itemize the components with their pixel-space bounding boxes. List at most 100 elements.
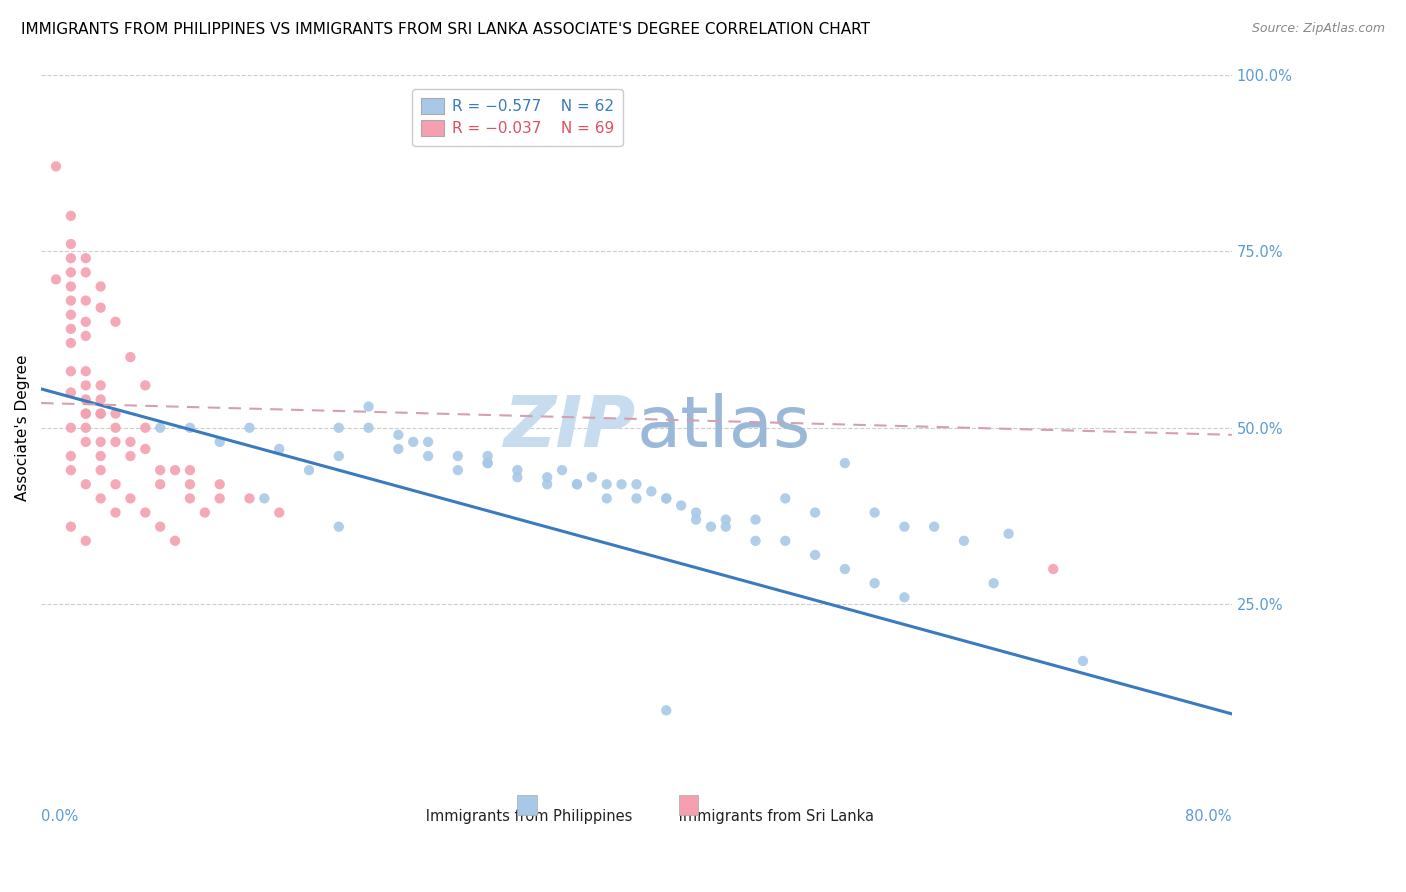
Point (834, 562, 856, 576)
Point (626, 477, 648, 491)
Point (416, 434, 439, 449)
Text: 80.0%: 80.0% (1185, 809, 1232, 824)
Point (75, 378, 97, 392)
Point (744, 513, 766, 527)
Point (179, 421, 201, 435)
Point (551, 463, 574, 477)
Point (59, 308, 82, 322)
Point (208, 434, 231, 449)
Point (75, 533, 97, 548)
Point (997, 526, 1019, 541)
Point (75, 293, 97, 308)
Point (685, 513, 707, 527)
Point (75, 251, 97, 265)
Point (596, 477, 619, 491)
Point (120, 350, 142, 364)
Text: ZIP: ZIP (505, 393, 637, 462)
Point (90, 378, 112, 392)
Point (59, 279, 82, 293)
Point (59, 421, 82, 435)
Point (149, 421, 172, 435)
Point (447, 449, 470, 463)
Text: atlas: atlas (637, 393, 811, 462)
Point (59, 265, 82, 279)
Point (477, 456, 499, 470)
Point (104, 421, 127, 435)
Y-axis label: Associate's Degree: Associate's Degree (15, 354, 30, 501)
Point (669, 499, 692, 513)
Point (45, 160, 67, 174)
Point (328, 421, 350, 435)
Point (863, 576, 886, 591)
Point (75, 364, 97, 378)
Point (238, 421, 260, 435)
Point (194, 506, 217, 520)
Point (685, 506, 707, 520)
Point (253, 491, 276, 506)
Point (90, 449, 112, 463)
Point (90, 463, 112, 477)
Point (714, 519, 737, 533)
Point (134, 421, 156, 435)
Point (804, 506, 827, 520)
Point (75, 407, 97, 421)
Point (90, 392, 112, 407)
Point (596, 491, 619, 506)
Point (208, 491, 231, 506)
Point (59, 336, 82, 351)
Point (165, 463, 187, 477)
Point (90, 407, 112, 421)
Text: 0.0%: 0.0% (41, 809, 79, 824)
Point (387, 427, 409, 442)
Point (75, 407, 97, 421)
Point (120, 491, 142, 506)
Point (863, 506, 886, 520)
Point (477, 449, 499, 463)
Point (120, 449, 142, 463)
Point (179, 491, 201, 506)
Point (75, 421, 97, 435)
Point (714, 513, 737, 527)
Point (581, 470, 603, 484)
Point (953, 533, 976, 548)
Point (238, 491, 260, 506)
Point (506, 470, 529, 484)
Point (134, 378, 156, 392)
Point (269, 506, 291, 520)
Point (120, 434, 142, 449)
Point (834, 456, 856, 470)
Point (59, 385, 82, 400)
Point (447, 463, 470, 477)
Point (610, 477, 633, 491)
Point (565, 477, 588, 491)
Point (149, 519, 172, 533)
Point (775, 533, 797, 548)
Point (893, 519, 915, 533)
Point (922, 519, 945, 533)
Point (59, 364, 82, 378)
Point (90, 434, 112, 449)
Point (477, 456, 499, 470)
Point (75, 265, 97, 279)
Point (626, 491, 648, 506)
Point (655, 491, 678, 506)
Text: Source: ZipAtlas.com: Source: ZipAtlas.com (1251, 22, 1385, 36)
Point (90, 279, 112, 293)
Point (506, 463, 529, 477)
Point (402, 434, 425, 449)
Point (328, 519, 350, 533)
Point (269, 442, 291, 456)
Point (59, 322, 82, 336)
Point (655, 703, 678, 717)
Point (640, 484, 662, 499)
Point (90, 301, 112, 315)
Point (75, 392, 97, 407)
Point (298, 463, 321, 477)
Point (179, 477, 201, 491)
Point (565, 477, 588, 491)
Point (165, 533, 187, 548)
Point (416, 449, 439, 463)
Point (59, 237, 82, 252)
Point (59, 209, 82, 223)
Text: IMMIGRANTS FROM PHILIPPINES VS IMMIGRANTS FROM SRI LANKA ASSOCIATE'S DEGREE CORR: IMMIGRANTS FROM PHILIPPINES VS IMMIGRANT… (21, 22, 870, 37)
